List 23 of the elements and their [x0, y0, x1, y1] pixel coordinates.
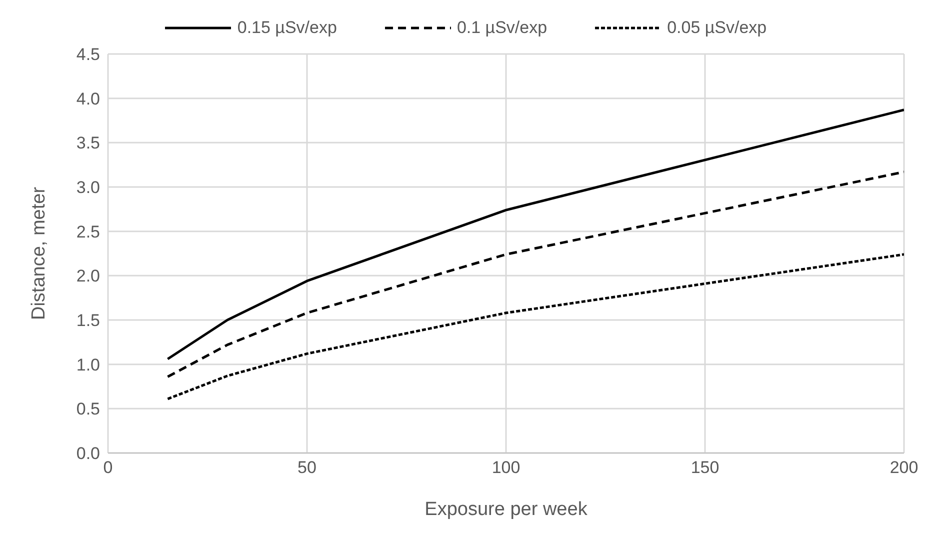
x-tick-label: 0 [103, 458, 113, 478]
y-tick-label: 2.0 [76, 266, 100, 286]
line-series [166, 253, 904, 400]
x-axis-title: Exposure per week [424, 499, 588, 520]
y-tick-label: 0.5 [76, 400, 100, 419]
x-tick-label: 200 [890, 458, 918, 478]
legend-label: 0.1 µSv/exp [456, 18, 548, 38]
y-tick-label: 3.5 [76, 134, 100, 153]
x-tick-label: 150 [690, 458, 720, 478]
y-tick-label: 2.5 [76, 222, 100, 242]
y-tick-label: 0.0 [76, 444, 100, 464]
legend-label: 0.15 µSv/exp [236, 18, 337, 38]
line-series [166, 108, 904, 360]
legend-label: 0.05 µSv/exp [666, 18, 767, 38]
y-tick-label: 1.0 [76, 355, 100, 374]
y-axis-title: Distance, meter [28, 186, 50, 320]
y-tick-label: 3.0 [76, 178, 100, 198]
x-tick-label: 100 [492, 458, 520, 478]
x-tick-label: 50 [298, 458, 316, 478]
y-tick-label: 4.5 [76, 45, 100, 64]
line-series [166, 170, 904, 378]
y-tick-label: 1.5 [76, 311, 100, 330]
y-tick-label: 4.0 [76, 89, 100, 108]
